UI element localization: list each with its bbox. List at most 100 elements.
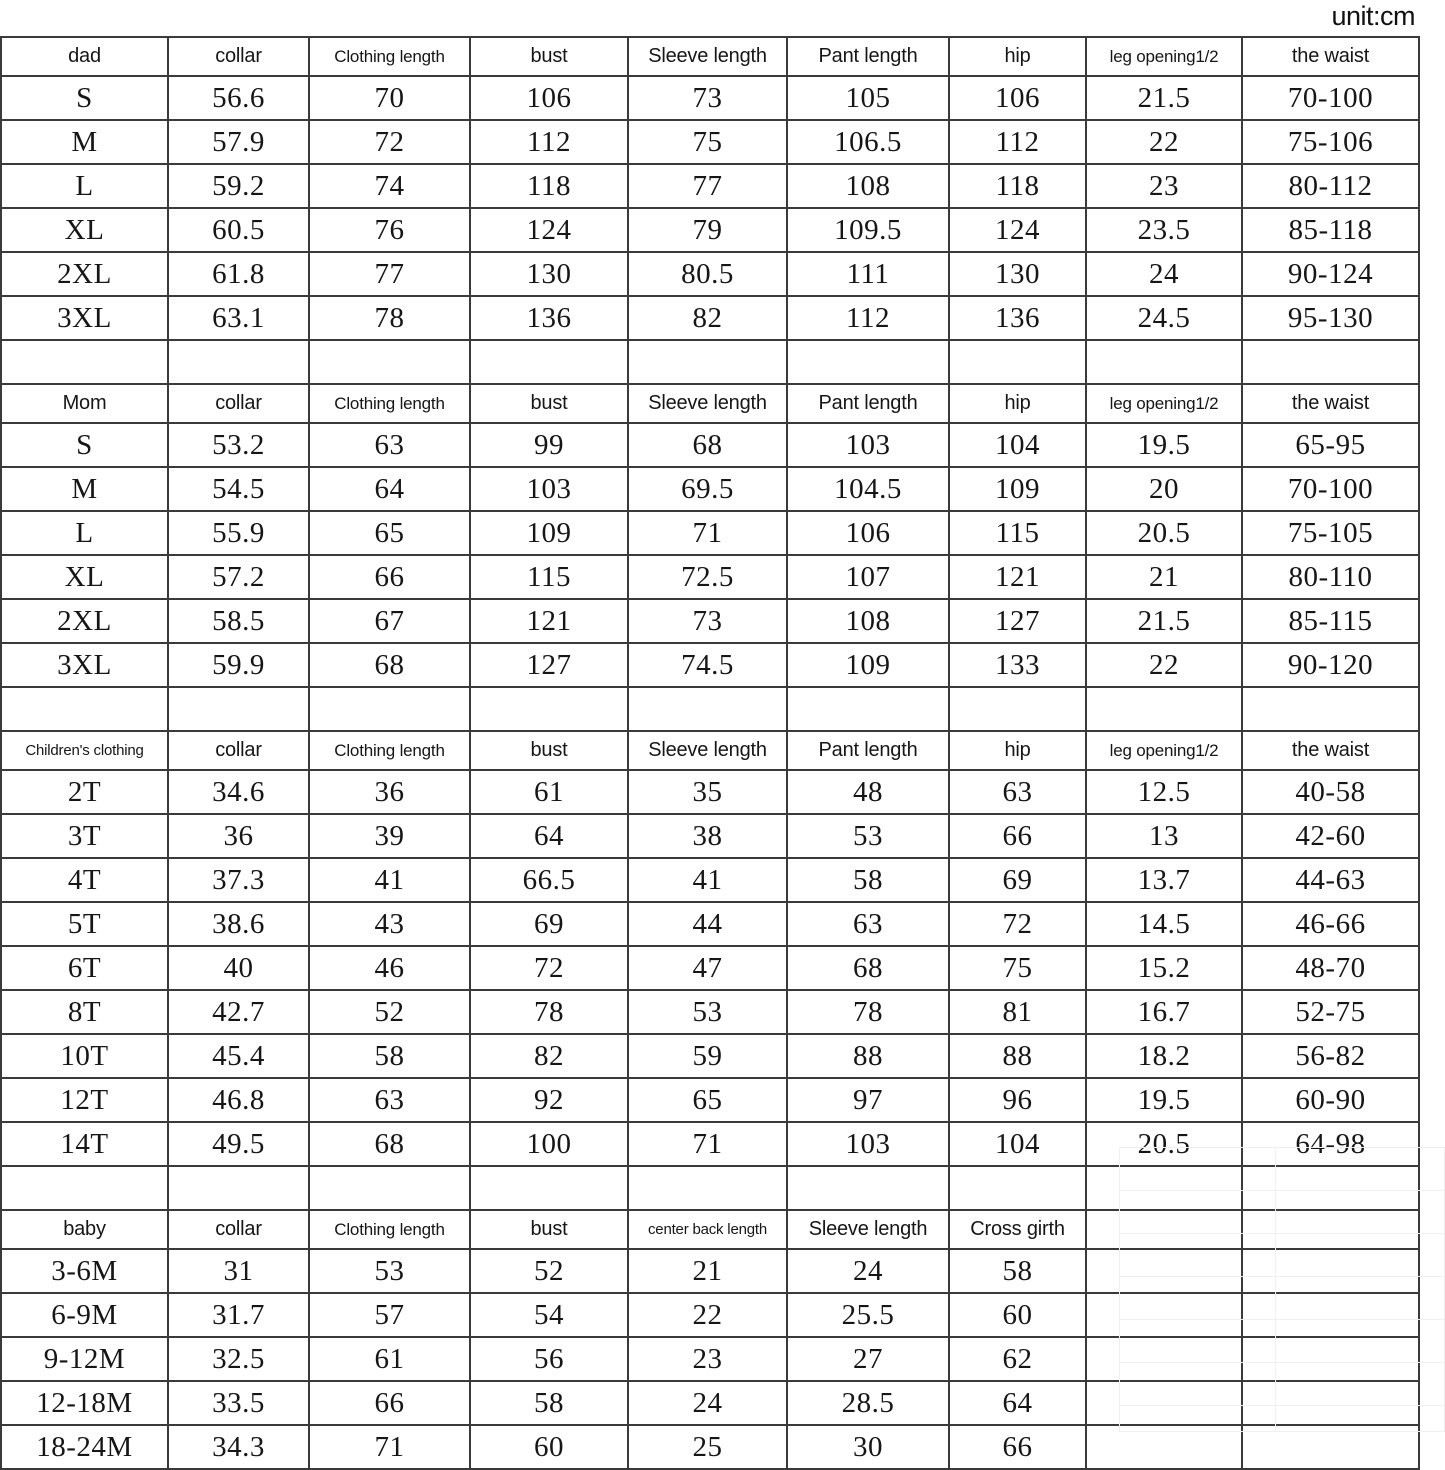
table-row: 3T 36 39 64 38 53 66 13 42-60 <box>0 813 1420 859</box>
column-header: bust <box>469 730 629 771</box>
measurement-cell: 58 <box>469 1380 629 1426</box>
table-row: 3XL 63.1 78 136 82 112 136 24.5 95-130 <box>0 295 1420 341</box>
measurement-cell: 118 <box>469 163 629 209</box>
spacer-cell <box>1241 1165 1420 1211</box>
size-label-cell: M <box>0 466 169 512</box>
measurement-cell: 38.6 <box>167 901 310 947</box>
column-header: Pant length <box>786 383 950 424</box>
measurement-cell: 85-115 <box>1241 598 1420 644</box>
measurement-cell: 99 <box>469 422 629 468</box>
measurement-cell: 67 <box>308 598 471 644</box>
empty-cell <box>1085 1336 1243 1382</box>
measurement-cell: 19.5 <box>1085 422 1243 468</box>
table-row: 10T 45.4 58 82 59 88 88 18.2 56-82 <box>0 1033 1420 1079</box>
size-label-cell: M <box>0 119 169 165</box>
spacer-cell <box>627 339 788 385</box>
measurement-cell: 95-130 <box>1241 295 1420 341</box>
measurement-cell: 68 <box>786 945 950 991</box>
measurement-cell: 80.5 <box>627 251 788 297</box>
column-header: collar <box>167 730 310 771</box>
table-row: XL 57.2 66 115 72.5 107 121 21 80-110 <box>0 554 1420 600</box>
table-row: 3XL 59.9 68 127 74.5 109 133 22 90-120 <box>0 642 1420 688</box>
size-label-cell: 3XL <box>0 642 169 688</box>
size-label-cell: 3T <box>0 813 169 859</box>
measurement-cell: 53.2 <box>167 422 310 468</box>
column-header: leg opening1/2 <box>1085 36 1243 77</box>
measurement-cell: 106.5 <box>786 119 950 165</box>
measurement-cell: 46-66 <box>1241 901 1420 947</box>
measurement-cell: 57.2 <box>167 554 310 600</box>
measurement-cell: 56-82 <box>1241 1033 1420 1079</box>
measurement-cell: 115 <box>948 510 1087 556</box>
measurement-cell: 14.5 <box>1085 901 1243 947</box>
size-label-cell: 12T <box>0 1077 169 1123</box>
measurement-cell: 59 <box>627 1033 788 1079</box>
measurement-cell: 66.5 <box>469 857 629 903</box>
empty-cell <box>1085 1209 1243 1250</box>
measurement-cell: 13.7 <box>1085 857 1243 903</box>
table-row: 14T 49.5 68 100 71 103 104 20.5 64-98 <box>0 1121 1420 1167</box>
measurement-cell: 61 <box>308 1336 471 1382</box>
measurement-cell: 21.5 <box>1085 75 1243 121</box>
measurement-cell: 40 <box>167 945 310 991</box>
spacer-cell <box>469 339 629 385</box>
measurement-cell: 72 <box>308 119 471 165</box>
column-header: Clothing length <box>308 730 471 771</box>
measurement-cell: 92 <box>469 1077 629 1123</box>
block-label-mom: Mom <box>0 383 169 424</box>
measurement-cell: 49.5 <box>167 1121 310 1167</box>
spacer-cell <box>948 1165 1087 1211</box>
measurement-cell: 106 <box>948 75 1087 121</box>
spacer-cell <box>1085 1165 1243 1211</box>
column-header: Sleeve length <box>627 383 788 424</box>
measurement-cell: 61 <box>469 769 629 815</box>
table-row: M 54.5 64 103 69.5 104.5 109 20 70-100 <box>0 466 1420 512</box>
measurement-cell: 63.1 <box>167 295 310 341</box>
measurement-cell: 127 <box>948 598 1087 644</box>
size-label-cell: S <box>0 75 169 121</box>
column-header: Clothing length <box>308 383 471 424</box>
block-label-children: Children's clothing <box>0 730 169 771</box>
column-header: Clothing length <box>308 36 471 77</box>
spacer-row <box>0 339 1420 385</box>
column-header: Cross girth <box>948 1209 1087 1250</box>
column-header: leg opening1/2 <box>1085 383 1243 424</box>
measurement-cell: 60 <box>948 1292 1087 1338</box>
measurement-cell: 41 <box>627 857 788 903</box>
measurement-cell: 42.7 <box>167 989 310 1035</box>
measurement-cell: 32.5 <box>167 1336 310 1382</box>
size-chart-body: dad collar Clothing length bust Sleeve lengt… <box>0 36 1420 1470</box>
measurement-cell: 24 <box>786 1248 950 1294</box>
size-label-cell: 14T <box>0 1121 169 1167</box>
measurement-cell: 66 <box>948 813 1087 859</box>
measurement-cell: 21 <box>1085 554 1243 600</box>
measurement-cell: 46.8 <box>167 1077 310 1123</box>
column-header: hip <box>948 36 1087 77</box>
measurement-cell: 112 <box>786 295 950 341</box>
spacer-cell <box>948 686 1087 732</box>
measurement-cell: 75 <box>627 119 788 165</box>
table-row: S 56.6 70 106 73 105 106 21.5 70-100 <box>0 75 1420 121</box>
spacer-cell <box>0 686 169 732</box>
spacer-cell <box>627 686 788 732</box>
measurement-cell: 16.7 <box>1085 989 1243 1035</box>
measurement-cell: 124 <box>469 207 629 253</box>
table-row: 8T 42.7 52 78 53 78 81 16.7 52-75 <box>0 989 1420 1035</box>
measurement-cell: 75 <box>948 945 1087 991</box>
measurement-cell: 136 <box>948 295 1087 341</box>
table-row: XL 60.5 76 124 79 109.5 124 23.5 85-118 <box>0 207 1420 253</box>
measurement-cell: 109 <box>786 642 950 688</box>
measurement-cell: 34.6 <box>167 769 310 815</box>
measurement-cell: 40-58 <box>1241 769 1420 815</box>
measurement-cell: 106 <box>786 510 950 556</box>
column-header: Sleeve length <box>627 36 788 77</box>
size-label-cell: 2XL <box>0 251 169 297</box>
measurement-cell: 72 <box>948 901 1087 947</box>
measurement-cell: 59.2 <box>167 163 310 209</box>
measurement-cell: 130 <box>948 251 1087 297</box>
column-header: Clothing length <box>308 1209 471 1250</box>
measurement-cell: 97 <box>786 1077 950 1123</box>
measurement-cell: 57.9 <box>167 119 310 165</box>
empty-cell <box>1085 1292 1243 1338</box>
measurement-cell: 71 <box>627 510 788 556</box>
